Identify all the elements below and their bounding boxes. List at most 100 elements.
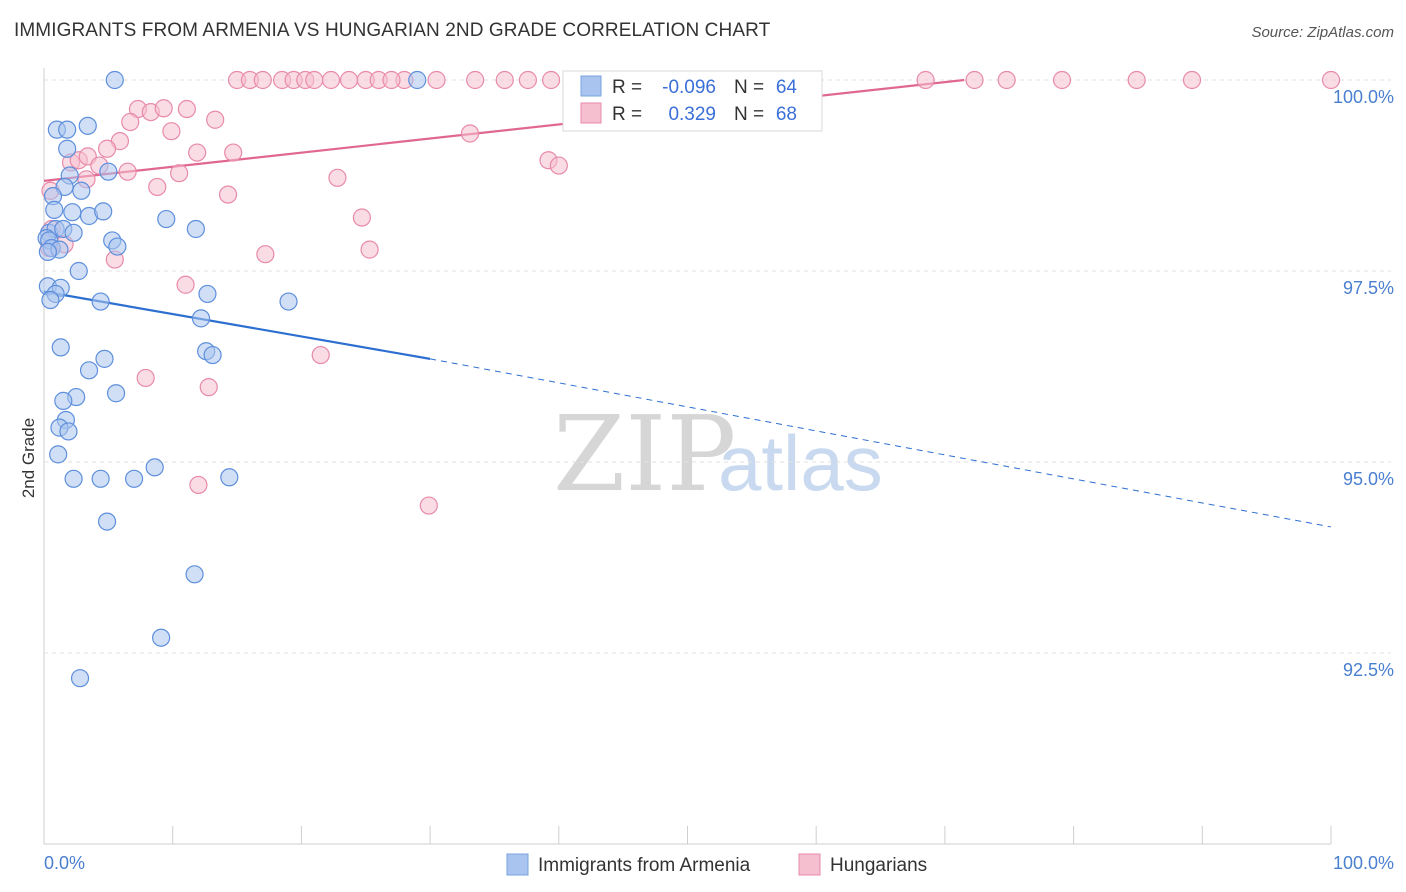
hungarians-point xyxy=(189,475,208,495)
armenia-point xyxy=(59,422,78,441)
hungarians-point xyxy=(549,156,568,175)
hungarians-point xyxy=(328,168,347,187)
legend-swatch-armenia xyxy=(506,853,529,876)
armenia-point xyxy=(105,70,124,90)
legend-n-value-blue: 64 xyxy=(776,77,798,98)
armenia-point xyxy=(63,203,82,222)
hungarians-point xyxy=(206,110,225,129)
armenia-point xyxy=(185,565,204,584)
hungarians-point xyxy=(495,70,514,90)
legend-label-armenia: Immigrants from Armenia xyxy=(538,855,751,876)
armenia-points xyxy=(37,70,427,688)
y-tick-label: 95.0% xyxy=(1343,469,1394,489)
hungarians-point xyxy=(419,496,438,515)
watermark-zip: ZIP xyxy=(553,393,736,515)
hungarians-point xyxy=(148,177,167,197)
armenia-point xyxy=(58,120,77,139)
hungarians-point xyxy=(305,70,324,90)
armenia-point xyxy=(152,628,171,647)
hungarians-point xyxy=(224,143,243,162)
hungarians-point xyxy=(162,122,181,141)
hungarians-point xyxy=(188,143,207,162)
hungarians-point xyxy=(311,345,330,365)
hungarians-point xyxy=(118,162,137,181)
armenia-point xyxy=(108,237,127,256)
watermark-atlas: atlas xyxy=(718,419,883,507)
armenia-point xyxy=(145,458,164,477)
hungarians-point xyxy=(1182,70,1202,90)
legend-n-label-blue: N = xyxy=(734,77,764,98)
hungarians-point xyxy=(321,70,341,90)
armenia-point xyxy=(58,139,77,158)
armenia-point xyxy=(51,338,70,357)
hungarians-point xyxy=(460,124,480,143)
legend-label-hungarians: Hungarians xyxy=(830,855,927,876)
source-credit: Source: ZipAtlas.com xyxy=(1251,24,1394,41)
hungarians-point xyxy=(518,70,538,90)
armenia-point xyxy=(157,209,176,229)
legend-n-value-pink: 68 xyxy=(776,104,797,125)
legend-n-label-pink: N = xyxy=(734,104,764,125)
hungarians-point xyxy=(360,240,379,259)
hungarians-point xyxy=(965,70,984,90)
legend-r-label-blue: R = xyxy=(612,77,642,98)
gridlines xyxy=(44,79,1391,654)
armenia-point xyxy=(186,219,205,239)
hungarians-point xyxy=(199,378,218,397)
hungarians-point xyxy=(256,245,275,264)
armenia-point xyxy=(64,223,83,242)
armenia-point xyxy=(45,200,64,219)
legend-r-value-blue: -0.096 xyxy=(662,77,716,98)
y-tick-labels: 100.0% 97.5% 95.0% 92.5% xyxy=(1333,87,1394,680)
armenia-point xyxy=(38,242,57,261)
hungarians-point xyxy=(382,70,401,90)
legend-r-label-pink: R = xyxy=(612,104,642,125)
hungarians-point xyxy=(177,99,196,119)
hungarians-point xyxy=(97,139,117,158)
legend-swatch-pink xyxy=(580,102,602,124)
chart-title: IMMIGRANTS FROM ARMENIA VS HUNGARIAN 2ND… xyxy=(14,20,771,41)
armenia-point xyxy=(91,292,110,311)
hungarians-point xyxy=(339,70,359,90)
armenia-point xyxy=(191,309,211,328)
hungarians-point xyxy=(466,70,485,90)
y-tick-label: 92.5% xyxy=(1343,660,1394,680)
armenia-point xyxy=(198,284,217,304)
hungarians-point xyxy=(997,70,1016,90)
hungarians-point xyxy=(1321,70,1341,90)
armenia-point xyxy=(69,261,88,281)
hungarians-point xyxy=(541,70,561,90)
hungarians-point xyxy=(1127,70,1146,90)
armenia-point xyxy=(95,349,114,368)
hungarians-point xyxy=(176,275,195,294)
armenia-trend-dashed xyxy=(430,358,1332,528)
series-legend: Immigrants from Armenia Hungarians xyxy=(506,853,927,876)
armenia-point xyxy=(64,469,83,488)
hungarians-point xyxy=(170,164,189,183)
armenia-point xyxy=(408,70,427,90)
armenia-point xyxy=(94,202,113,221)
armenia-point xyxy=(106,384,126,403)
armenia-point xyxy=(97,512,117,531)
hungarians-point xyxy=(916,70,935,90)
y-tick-label: 97.5% xyxy=(1343,278,1394,298)
x-tick-label-right: 100.0% xyxy=(1333,853,1394,873)
hungarians-point xyxy=(218,185,238,204)
hungarians-point xyxy=(1052,70,1072,90)
armenia-point xyxy=(41,290,60,310)
armenia-point xyxy=(203,345,222,365)
legend-swatch-hungarians xyxy=(798,853,821,876)
armenia-point xyxy=(220,468,239,487)
armenia-point xyxy=(72,181,91,200)
hungarians-point xyxy=(154,99,173,118)
armenia-point xyxy=(279,292,298,311)
armenia-point xyxy=(70,669,90,688)
hungarians-point xyxy=(253,70,272,90)
armenia-point xyxy=(91,469,110,488)
armenia-point xyxy=(79,361,99,380)
x-tick-label-left: 0.0% xyxy=(44,853,85,873)
hungarians-point xyxy=(352,208,371,227)
armenia-point xyxy=(124,469,144,488)
stats-legend-box xyxy=(562,70,823,132)
